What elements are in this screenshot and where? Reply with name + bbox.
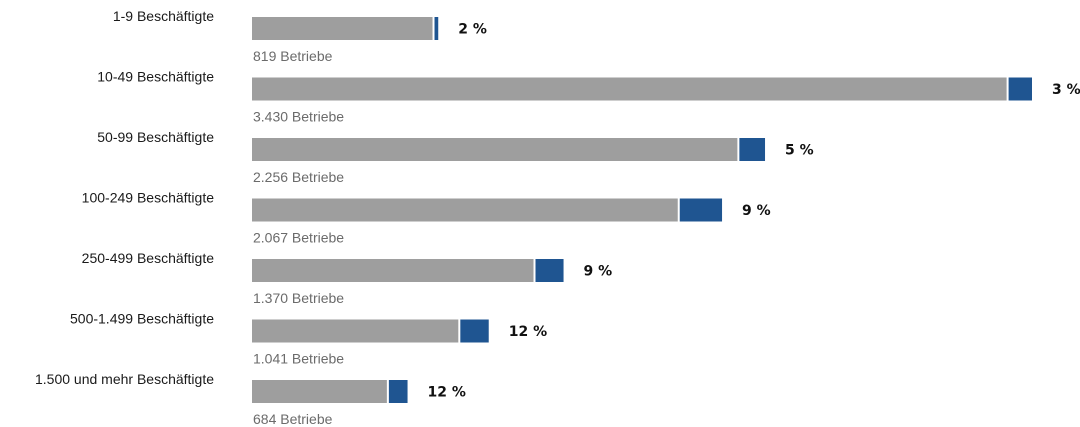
bar-share [388,380,408,403]
percent-label: 2 % [458,22,487,38]
percent-label: 12 % [428,385,466,401]
percent-label: 12 % [509,324,547,340]
bar-remainder [252,259,534,282]
bar-remainder [252,319,459,343]
percent-label: 3 % [1052,82,1080,98]
bar-remainder [252,138,738,161]
count-label: 684 Betriebe [253,411,333,427]
bar-share [739,138,766,161]
percent-label: 9 % [742,203,771,219]
count-label: 819 Betriebe [253,48,333,64]
percent-label: 9 % [584,264,613,280]
bar-remainder [252,77,1007,101]
category-label: 500-1.499 Beschäftigte [70,311,214,327]
count-label: 1.041 Betriebe [253,351,344,367]
bar-share [679,198,723,222]
count-label: 1.370 Betriebe [253,290,344,306]
bar-remainder [252,198,678,222]
count-label: 3.430 Betriebe [253,109,344,125]
category-label: 50-99 Beschäftigte [97,129,214,145]
percent-label: 5 % [785,143,814,159]
bar-remainder [252,17,433,40]
category-label: 1.500 und mehr Beschäftigte [35,371,214,387]
category-label: 1-9 Beschäftigte [113,8,214,24]
bar-share [460,319,489,343]
count-label: 2.067 Betriebe [253,230,344,246]
bar-share [1008,77,1032,101]
bar-share [535,259,564,282]
category-label: 250-499 Beschäftigte [82,250,215,266]
category-label: 10-49 Beschäftigte [97,69,214,85]
category-label: 100-249 Beschäftigte [82,190,215,206]
count-label: 2.256 Betriebe [253,169,344,185]
bar-remainder [252,380,387,403]
bar-share [434,17,439,40]
